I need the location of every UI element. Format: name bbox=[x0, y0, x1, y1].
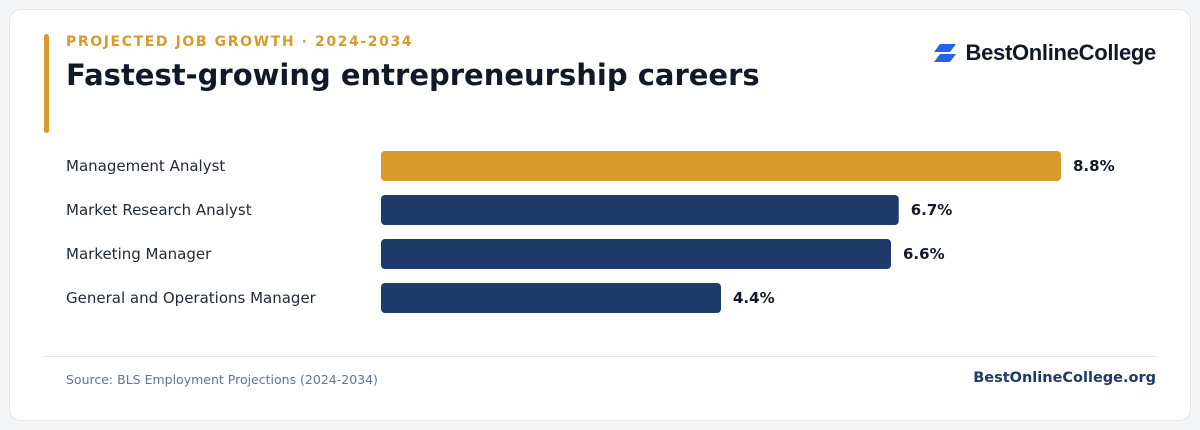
footer-site-link[interactable]: BestOnlineCollege.org bbox=[973, 370, 1156, 386]
value-label: 4.4% bbox=[733, 289, 775, 307]
source-note: Source: BLS Employment Projections (2024… bbox=[66, 372, 378, 387]
category-label: Management Analyst bbox=[66, 157, 225, 175]
category-label: General and Operations Manager bbox=[66, 289, 317, 307]
brand-logo: BestOnlineCollege bbox=[932, 40, 1157, 66]
value-label: 6.7% bbox=[911, 201, 953, 219]
brand-name: BestOnlineCollege bbox=[965, 40, 1157, 65]
bar bbox=[381, 283, 721, 313]
category-label: Marketing Manager bbox=[66, 245, 212, 263]
bar bbox=[381, 151, 1061, 181]
bar-chart: Management Analyst 8.8% Market Research An… bbox=[66, 151, 1115, 313]
chart-title: Fastest-growing entrepreneurship careers bbox=[66, 58, 760, 92]
bar bbox=[381, 239, 891, 269]
footer-divider bbox=[44, 356, 1156, 357]
value-label: 8.8% bbox=[1073, 157, 1115, 175]
value-label: 6.6% bbox=[903, 245, 945, 263]
category-label: Market Research Analyst bbox=[66, 201, 252, 219]
accent-bar bbox=[44, 34, 49, 133]
chart-card: PROJECTED JOB GROWTH · 2024-2034 Fastest… bbox=[9, 9, 1191, 421]
stacked-parallelogram-logo-icon bbox=[933, 44, 956, 62]
eyebrow-text: PROJECTED JOB GROWTH · 2024-2034 bbox=[66, 34, 414, 50]
bar bbox=[381, 195, 899, 225]
